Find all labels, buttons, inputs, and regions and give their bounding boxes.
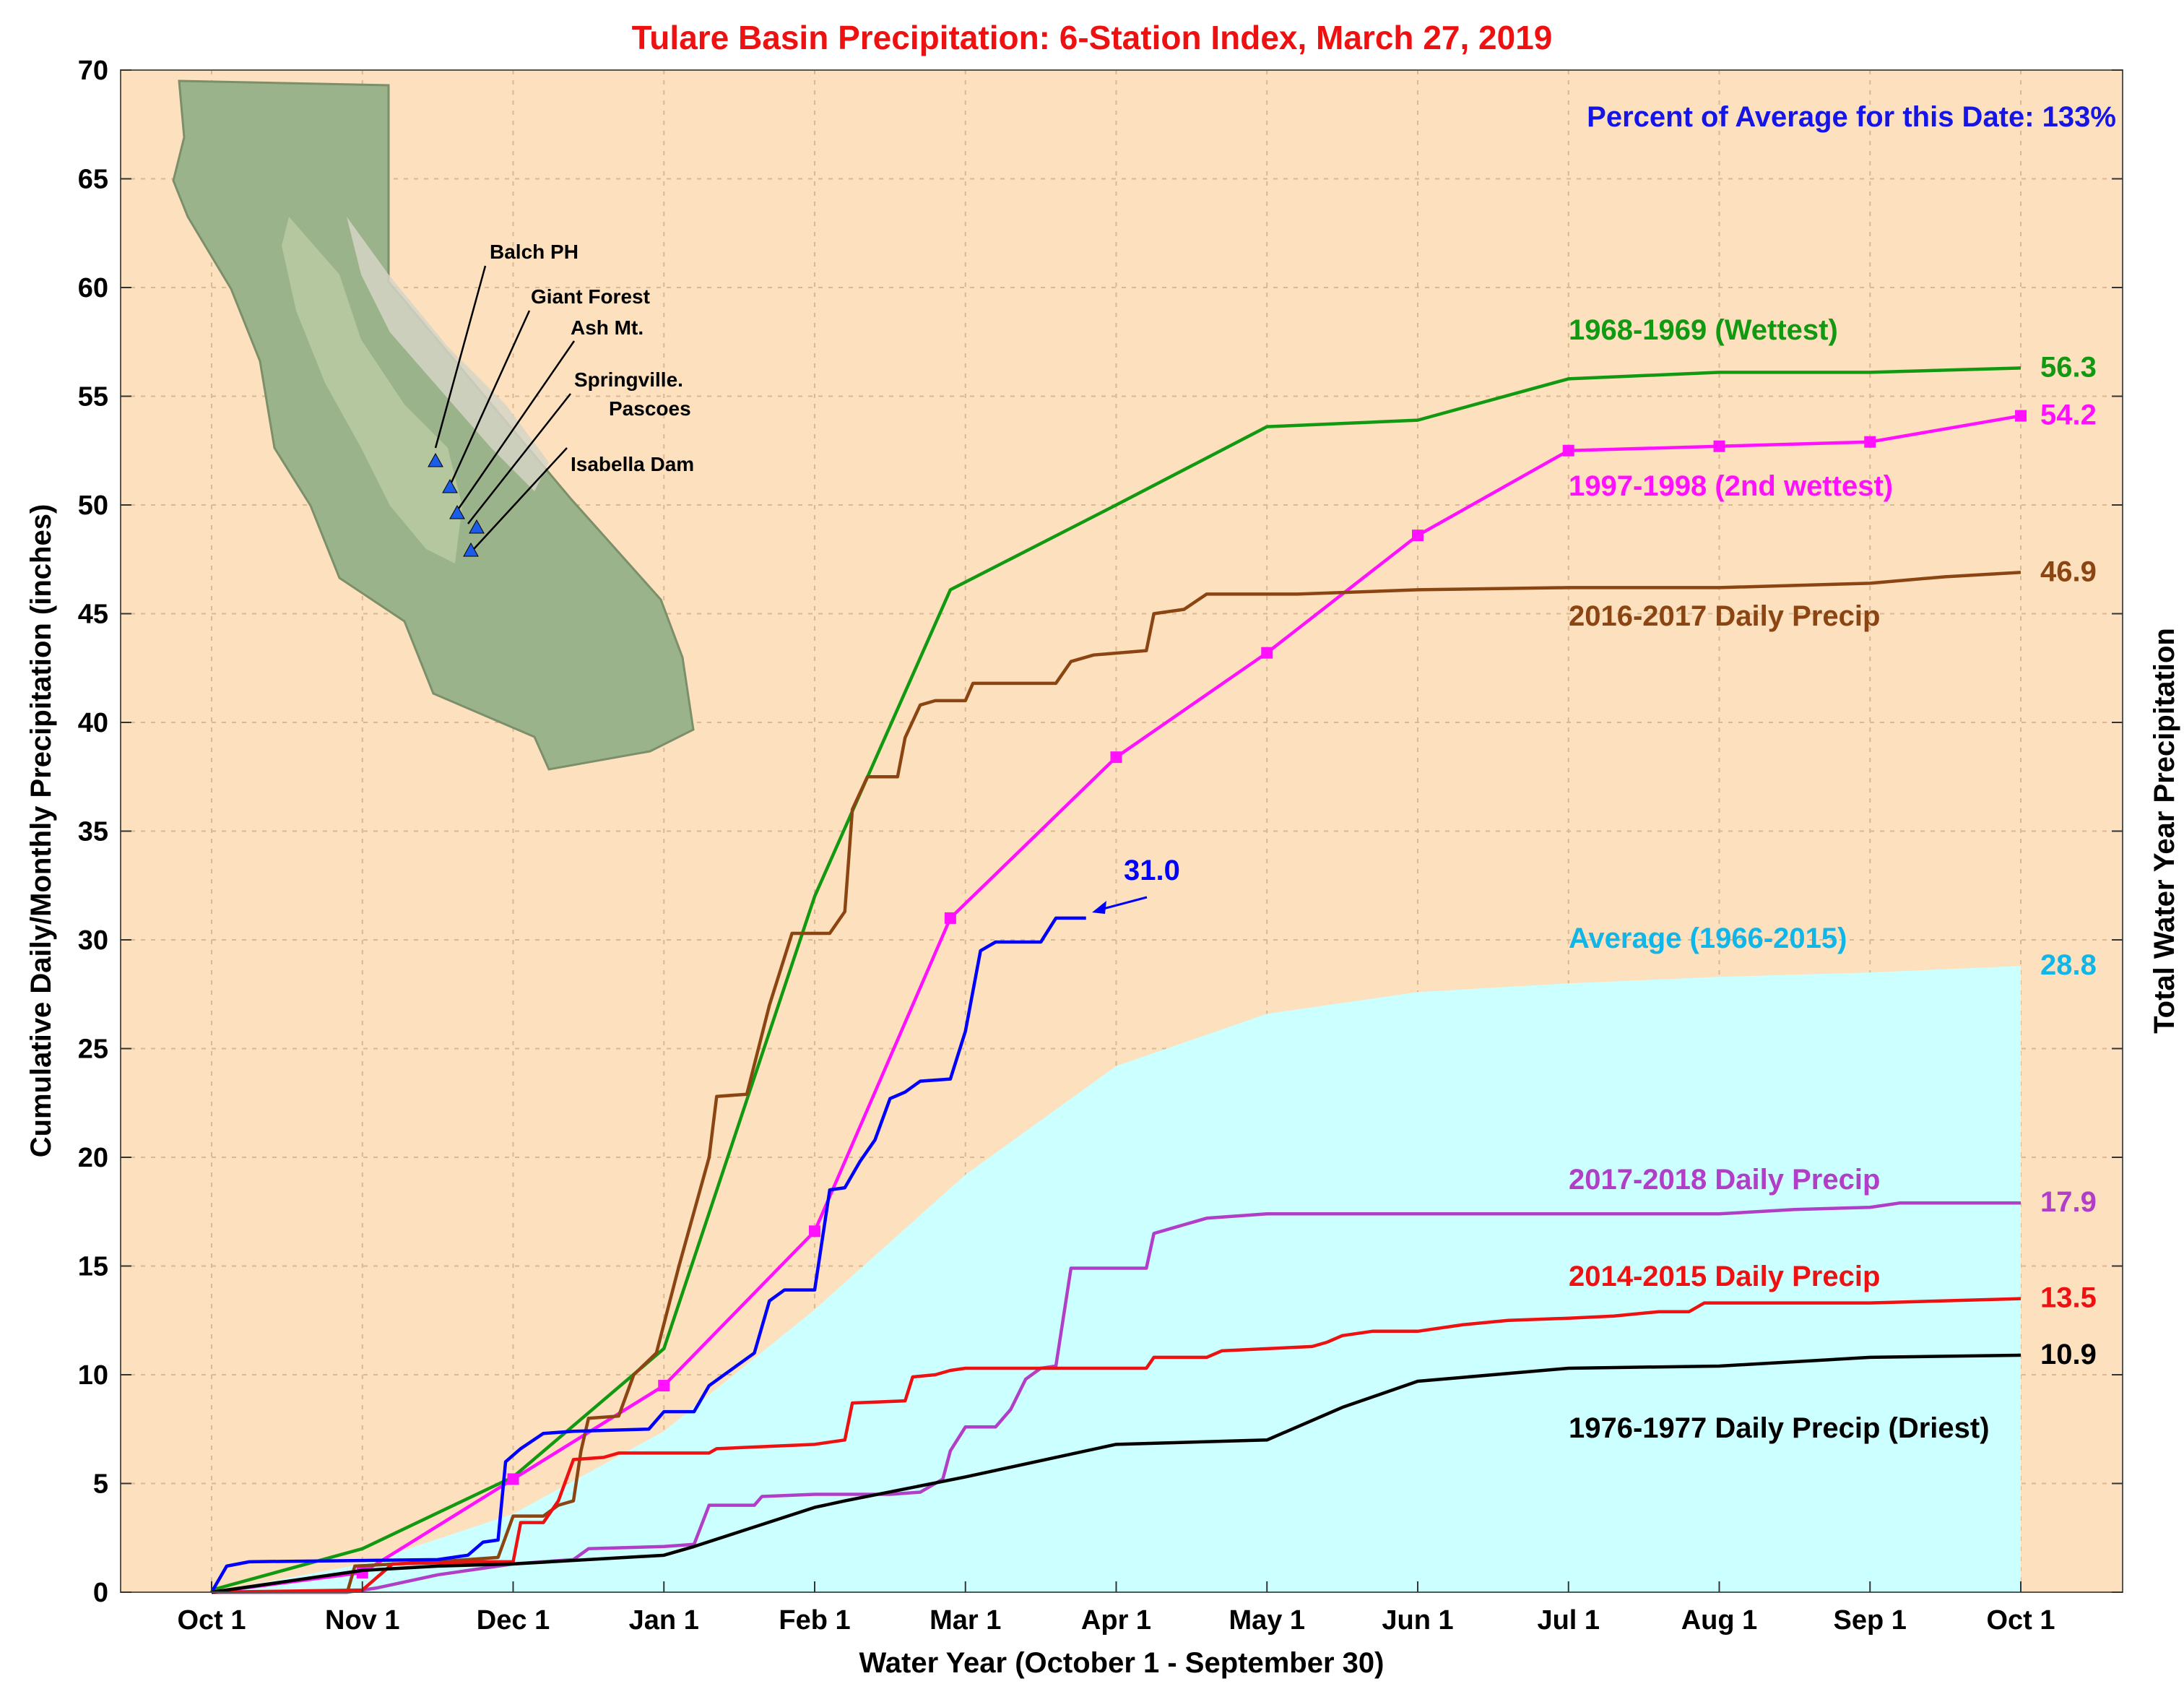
- series-lines: [210, 366, 2027, 1594]
- series-name-label: Average (1966-2015): [1569, 923, 1847, 954]
- x-tick-label: May 1: [1228, 1605, 1305, 1636]
- series-marker: [1261, 647, 1273, 659]
- series-marker: [658, 1380, 670, 1392]
- x-tick-label: Apr 1: [1081, 1605, 1151, 1636]
- station-marker-isabella: [463, 542, 479, 557]
- station-markers: [428, 452, 485, 557]
- station-label-ash-mt: Ash Mt.: [571, 316, 644, 339]
- x-tick-label: Nov 1: [325, 1605, 399, 1636]
- y-tick-label: 35: [78, 817, 108, 847]
- series-name-label: 1997-1998 (2nd wettest): [1569, 470, 1893, 502]
- series-line: [211, 1297, 2022, 1594]
- series-marker: [1713, 440, 1725, 452]
- series-marker: [1110, 751, 1122, 764]
- series-marker: [1562, 444, 1574, 457]
- station-marker-giant-forest: [442, 478, 458, 493]
- series-name-label: 1976-1977 Daily Precip (Driest): [1569, 1412, 1990, 1444]
- station-leader-lines: [434, 265, 576, 550]
- series-end-label: 54.2: [2040, 399, 2097, 431]
- series-end-label: 13.5: [2040, 1282, 2097, 1314]
- x-tick-label: Mar 1: [930, 1605, 1001, 1636]
- y-tick-label: 55: [78, 382, 108, 412]
- y-tick-label: 65: [78, 165, 108, 195]
- y-tick-label: 25: [78, 1034, 108, 1065]
- station-label-isabella-dam: Isabella Dam: [571, 453, 694, 475]
- x-tick-label: Jan 1: [629, 1605, 699, 1636]
- station-label-springville: Springville.: [574, 368, 683, 391]
- y-axis-title-right: Total Water Year Precipitation: [2149, 628, 2180, 1034]
- y-tick-label: 15: [78, 1252, 108, 1282]
- y-tick-label: 5: [93, 1469, 108, 1500]
- california-map-inset: Balch PH Giant Forest Ash Mt. Springvill…: [172, 79, 695, 771]
- y-tick-label: 40: [78, 708, 108, 738]
- series-marker: [944, 912, 956, 924]
- series-name-label: 2017-2018 Daily Precip: [1569, 1164, 1880, 1196]
- station-marker-ash-mt: [449, 504, 465, 519]
- x-tick-label: Jul 1: [1537, 1605, 1600, 1636]
- station-label-balch-ph: Balch PH: [490, 241, 578, 263]
- y-tick-label: 50: [78, 491, 108, 521]
- series-end-label: 28.8: [2040, 949, 2097, 981]
- series-end-label: 56.3: [2040, 351, 2097, 383]
- station-label-giant-forest: Giant Forest: [531, 285, 650, 308]
- y-tick-label: 70: [78, 56, 108, 86]
- x-tick-label: Dec 1: [477, 1605, 550, 1636]
- series-end-label: 10.9: [2040, 1339, 2097, 1370]
- series-marker: [809, 1225, 820, 1237]
- x-tick-label: Feb 1: [779, 1605, 850, 1636]
- x-tick-label: Oct 1: [177, 1605, 246, 1636]
- series-marker: [507, 1473, 519, 1485]
- series-area-average: [212, 966, 2021, 1592]
- series-marker: [2015, 410, 2027, 422]
- station-marker-balch: [428, 452, 443, 467]
- central-valley-shape: [282, 217, 462, 563]
- x-tick-label: Jun 1: [1382, 1605, 1453, 1636]
- y-tick-label: 30: [78, 925, 108, 956]
- series-line: [211, 1353, 2022, 1594]
- series-marker: [1864, 436, 1876, 448]
- x-tick-label: Oct 1: [1986, 1605, 2055, 1636]
- series-labels: 28.8 Average (1966-2015) 56.3 1968-1969 (We…: [1124, 314, 2097, 1444]
- station-marker-springville: [469, 519, 485, 534]
- series-name-label: 2016-2017 Daily Precip: [1569, 600, 1880, 632]
- x-axis-title: Water Year (October 1 - September 30): [859, 1647, 1384, 1679]
- y-tick-label: 60: [78, 273, 108, 303]
- current-year-callout-arrow: [1092, 896, 1148, 914]
- y-axis-title: Cumulative Daily/Monthly Precipitation (…: [25, 504, 57, 1158]
- series-name-label: 1968-1969 (Wettest): [1569, 314, 1838, 346]
- series-end-label: 17.9: [2040, 1186, 2097, 1218]
- y-tick-label: 10: [78, 1360, 108, 1391]
- series-line: [210, 916, 1086, 1594]
- y-tick-label: 20: [78, 1143, 108, 1173]
- series-line: [212, 571, 2022, 1594]
- average-area: [212, 966, 2021, 1592]
- chart-title: Tulare Basin Precipitation: 6-Station In…: [632, 19, 1553, 56]
- y-tick-label: 0: [93, 1578, 108, 1608]
- percent-of-average-annotation: Percent of Average for this Date: 133%: [1587, 101, 2116, 133]
- series-end-label: 31.0: [1124, 855, 1180, 886]
- sierra-range-shape: [347, 217, 549, 491]
- y-tick-label: 45: [78, 600, 108, 630]
- series-name-label: 2014-2015 Daily Precip: [1569, 1261, 1880, 1292]
- axis-ticks: 0 5 10 15 20 25 30 35 40 45 50 55 60 65 70 Oct 1 Nov 1 De…: [78, 56, 2123, 1636]
- station-label-pascoes: Pascoes: [609, 397, 691, 420]
- x-tick-label: Aug 1: [1681, 1605, 1758, 1636]
- x-tick-label: Sep 1: [1834, 1605, 1907, 1636]
- series-end-label: 46.9: [2040, 556, 2097, 587]
- series-marker: [1412, 530, 1424, 542]
